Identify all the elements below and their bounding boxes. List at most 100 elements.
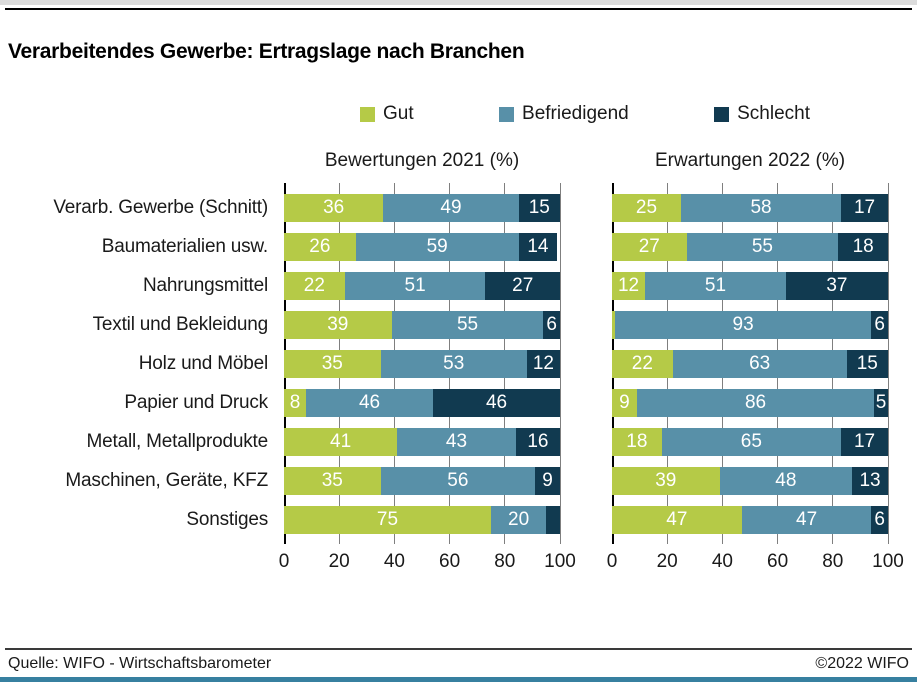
bar-segment-schlecht: 27 <box>485 271 560 300</box>
bar-segment-befriedigend: 51 <box>645 271 786 300</box>
bar-value-label: 53 <box>443 353 465 374</box>
legend-item-gut: Gut <box>360 103 414 125</box>
bar-row-2: 26 59 14 <box>284 227 560 266</box>
bar-row-1: 25 58 17 <box>612 188 888 227</box>
bar-segment-schlecht: 6 <box>543 310 560 339</box>
bar-value-label: 46 <box>485 392 508 413</box>
chart-legend: Gut Befriedigend Schlecht <box>360 103 810 125</box>
bar-row-4: 39 55 6 <box>284 305 560 344</box>
bar-value-label: 55 <box>751 236 773 257</box>
legend-swatch-befriedigend-icon <box>499 106 515 122</box>
bar-value-label: 41 <box>330 431 352 452</box>
category-label: Baumaterialien usw. <box>101 235 268 257</box>
top-rule <box>5 8 912 10</box>
bar-value-label: 58 <box>750 197 772 218</box>
copyright-note: ©2022 WIFO <box>815 655 909 672</box>
bar-value-label: 16 <box>527 431 549 452</box>
bar-segment-gut: 9 <box>612 388 637 417</box>
bar-segment-befriedigend: 65 <box>661 427 842 456</box>
bar-segment-gut: 22 <box>284 271 345 300</box>
legend-item-befriedigend: Befriedigend <box>499 103 629 125</box>
bar-value-label: 46 <box>358 392 381 413</box>
x-axis-tick-label: 20 <box>656 551 678 572</box>
bar-value-label: 27 <box>512 275 534 296</box>
bar-value-label: 26 <box>309 236 331 257</box>
x-axis-tick-label: 0 <box>278 551 290 572</box>
bar-value-label: 36 <box>323 197 345 218</box>
bar-value-label: 63 <box>749 353 771 374</box>
bar-segment-schlecht <box>546 505 560 534</box>
bar-value-label: 39 <box>655 470 677 491</box>
bar-segment-gut: 26 <box>284 232 356 261</box>
legend-swatch-schlecht-icon <box>714 106 730 122</box>
category-label: Metall, Metallprodukte <box>86 430 269 452</box>
bar-value-label: 25 <box>635 197 658 218</box>
bar-value-label: 13 <box>859 470 881 491</box>
bar-row-5: 35 53 12 <box>284 344 560 383</box>
bar-value-label: 22 <box>631 353 653 374</box>
footer-rule <box>5 648 912 650</box>
bar-value-label: 9 <box>619 392 630 413</box>
bar-row-6: 9 86 5 <box>612 383 888 422</box>
bar-value-label: 47 <box>796 509 818 530</box>
panel-title-erwartungen: Erwartungen 2022 (%) <box>654 150 846 171</box>
category-label: Holz und Möbel <box>138 352 268 374</box>
bar-value-label: 6 <box>874 314 885 335</box>
bar-segment-befriedigend: 55 <box>391 310 544 339</box>
x-axis-tick-label: 100 <box>872 551 904 572</box>
bar-segment-gut: 25 <box>612 193 681 222</box>
bar-segment-gut <box>612 310 615 339</box>
bar-value-label: 17 <box>853 431 876 452</box>
bar-segment-gut: 47 <box>612 505 742 534</box>
x-axis-tick-label: 40 <box>383 551 405 572</box>
bar-segment-schlecht: 9 <box>535 466 560 495</box>
bar-segment-befriedigend: 93 <box>614 310 872 339</box>
bar-segment-befriedigend: 59 <box>355 232 519 261</box>
legend-label-gut: Gut <box>383 103 414 124</box>
bar-segment-schlecht: 37 <box>785 271 888 300</box>
bar-value-label: 12 <box>532 353 554 374</box>
bar-value-label: 22 <box>303 275 325 296</box>
bar-segment-gut: 41 <box>284 427 398 456</box>
bar-segment-schlecht: 12 <box>526 349 560 378</box>
bar-segment-schlecht: 16 <box>515 427 560 456</box>
bar-segment-befriedigend: 46 <box>306 388 434 417</box>
legend-label-schlecht: Schlecht <box>737 103 810 124</box>
legend-label-befriedigend: Befriedigend <box>522 103 629 124</box>
source-note: Quelle: WIFO - Wirtschaftsbarometer <box>8 655 272 672</box>
bar-value-label: 20 <box>508 509 530 530</box>
bar-row-7: 18 65 17 <box>612 422 888 461</box>
bar-value-label: 6 <box>874 509 885 530</box>
category-label: Textil und Bekleidung <box>92 313 269 335</box>
x-axis-tick-label: 20 <box>328 551 350 572</box>
x-axis-tick-label: 60 <box>439 551 461 572</box>
category-label: Papier und Druck <box>124 391 268 413</box>
bar-segment-schlecht: 18 <box>838 232 888 261</box>
gridline-100 <box>559 183 561 544</box>
bar-segment-befriedigend: 58 <box>681 193 842 222</box>
panel-title-bewertungen: Bewertungen 2021 (%) <box>324 150 520 171</box>
bar-segment-schlecht: 6 <box>871 310 888 339</box>
x-axis-tick-label: 100 <box>544 551 576 572</box>
x-axis-tick-label: 40 <box>711 551 733 572</box>
bar-row-9: 47 47 6 <box>612 500 888 539</box>
bar-segment-schlecht: 17 <box>841 427 888 456</box>
bar-segment-befriedigend: 53 <box>380 349 527 378</box>
bar-value-label: 18 <box>626 431 648 452</box>
bar-segment-schlecht: 6 <box>871 505 888 534</box>
chart-panel-erwartungen-2022: 25 58 17 27 55 18 12 51 37 93 6 22 63 15 9 86 5 18 65 17 39 4… <box>612 183 889 544</box>
bar-value-label: 12 <box>617 275 640 296</box>
bar-value-label: 27 <box>638 236 660 257</box>
bar-segment-gut: 35 <box>284 349 381 378</box>
bar-segment-gut: 35 <box>284 466 381 495</box>
x-axis-tick-label: 80 <box>494 551 516 572</box>
bar-row-9: 75 20 <box>284 500 560 539</box>
category-labels-column: Verarb. Gewerbe (Schnitt) Baumaterialien … <box>0 188 272 539</box>
x-axis-bewertungen: 0 20 40 60 80 100 <box>279 551 576 577</box>
bar-segment-gut: 75 <box>284 505 491 534</box>
bar-segment-gut: 39 <box>284 310 392 339</box>
chart-panel-bewertungen-2021: 36 49 15 26 59 14 22 51 27 39 55 6 35 53 12 8 46 46 41 43 16… <box>284 183 561 544</box>
legend-swatch-gut-icon <box>360 106 375 122</box>
bar-segment-befriedigend: 48 <box>719 466 853 495</box>
bar-segment-befriedigend: 55 <box>686 232 839 261</box>
